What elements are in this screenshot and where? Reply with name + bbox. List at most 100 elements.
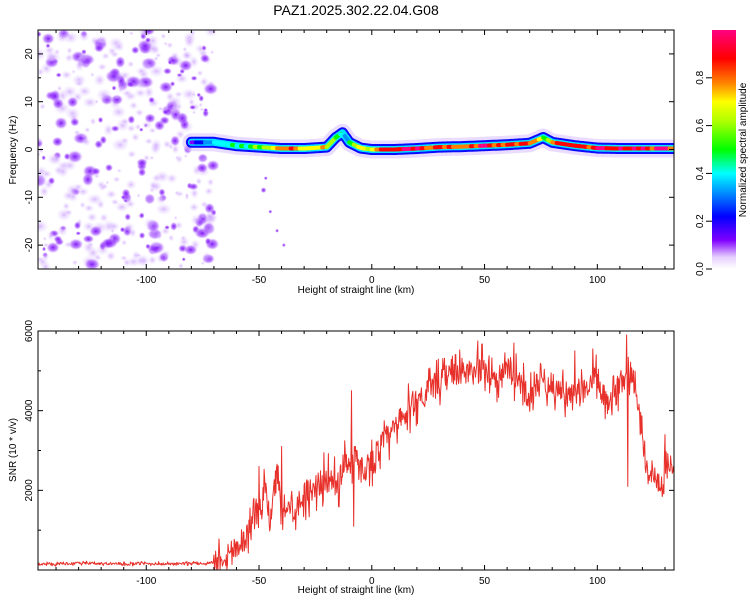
noise-blob (201, 214, 205, 219)
noise-blob (77, 52, 91, 63)
noise-blob (89, 117, 96, 125)
colorbar-tick-label: 0.4 (695, 166, 706, 180)
noise-blob (184, 193, 189, 198)
noise-blob (105, 190, 117, 199)
noise-blob (105, 180, 109, 184)
stray-blob (268, 210, 272, 214)
noise-blob (180, 235, 187, 241)
noise-blob (110, 228, 115, 233)
noise-blob (42, 252, 50, 261)
noise-blob (204, 26, 218, 38)
noise-blob (98, 117, 104, 123)
noise-blob (198, 95, 204, 102)
snr-x-tick-label: -100 (136, 576, 156, 587)
noise-blob (137, 193, 141, 198)
noise-blob (116, 169, 121, 173)
noise-blob (178, 263, 184, 270)
noise-blob (143, 217, 156, 229)
noise-blob (135, 108, 145, 116)
noise-blob (105, 164, 113, 172)
noise-blob (189, 203, 200, 212)
noise-blob (143, 26, 155, 35)
noise-blob (159, 116, 170, 125)
noise-blob (77, 187, 90, 197)
noise-blob (143, 154, 151, 161)
noise-blob (181, 88, 197, 101)
noise-blob (62, 190, 75, 200)
noise-blob (127, 115, 135, 124)
noise-blob (77, 86, 91, 97)
spectrogram-x-axis-label: Height of straight line (km) (298, 285, 415, 296)
noise-blob (168, 234, 175, 242)
noise-blob (81, 137, 91, 146)
noise-blob (113, 41, 126, 52)
noise-blob (170, 135, 180, 146)
noise-blob (64, 53, 73, 62)
noise-blob (200, 54, 210, 63)
noise-blob (190, 214, 202, 226)
noise-blob (139, 128, 144, 132)
noise-blob (173, 216, 177, 221)
noise-blob (146, 195, 154, 203)
snr-y-axis-label: SNR (10 * v/v) (8, 418, 19, 482)
noise-blob (48, 177, 55, 185)
noise-blob (136, 67, 147, 75)
noise-blob (97, 35, 107, 44)
noise-blob (126, 124, 136, 132)
noise-blob (189, 55, 199, 68)
noise-blob (56, 165, 69, 179)
noise-blob (150, 230, 159, 238)
noise-blob (113, 176, 121, 183)
noise-blob (105, 69, 123, 83)
noise-blob (160, 33, 166, 39)
noise-blob (89, 226, 102, 237)
noise-blob (56, 32, 69, 44)
noise-blob (68, 238, 83, 250)
noise-blob (39, 186, 50, 198)
noise-blob (115, 56, 125, 68)
noise-blob (82, 173, 94, 187)
noise-blob (111, 138, 130, 152)
spectrogram-y-tick-label: -10 (24, 190, 35, 205)
noise-blob (61, 70, 73, 80)
noise-blob (112, 86, 117, 91)
noise-blob (163, 68, 172, 75)
noise-blob (175, 73, 189, 84)
noise-blob (54, 117, 68, 130)
noise-blob (200, 156, 207, 163)
noise-blob (131, 133, 140, 142)
noise-blob (47, 231, 55, 241)
spectrogram-x-tick-label: 50 (479, 275, 491, 286)
noise-blob (83, 241, 95, 253)
noise-blob (110, 199, 119, 206)
spectrogram-y-tick-label: -20 (24, 237, 35, 252)
snr-y-tick-label: 2000 (24, 479, 35, 502)
noise-blob (110, 105, 126, 118)
noise-blob (71, 70, 75, 74)
colorbar-tick-label: 0.2 (695, 214, 706, 228)
noise-blob (204, 187, 214, 196)
noise-blob (120, 227, 126, 233)
noise-blob (170, 51, 179, 60)
noise-blob (184, 35, 195, 49)
noise-blob (43, 237, 47, 241)
noise-blob (72, 260, 79, 266)
noise-blob (42, 33, 55, 45)
noise-blob (56, 72, 62, 77)
noise-blob (154, 170, 169, 183)
noise-blob (94, 99, 98, 104)
noise-blob (78, 31, 89, 42)
noise-blob (196, 70, 203, 77)
noise-blob (175, 154, 183, 163)
noise-blob (121, 89, 132, 97)
noise-blob (110, 51, 119, 58)
noise-blob (129, 31, 134, 35)
noise-blob (176, 112, 188, 125)
noise-blob (148, 97, 155, 104)
noise-blob (93, 73, 105, 86)
noise-blob (129, 101, 139, 110)
noise-blob (162, 110, 169, 115)
noise-blob (124, 213, 131, 221)
